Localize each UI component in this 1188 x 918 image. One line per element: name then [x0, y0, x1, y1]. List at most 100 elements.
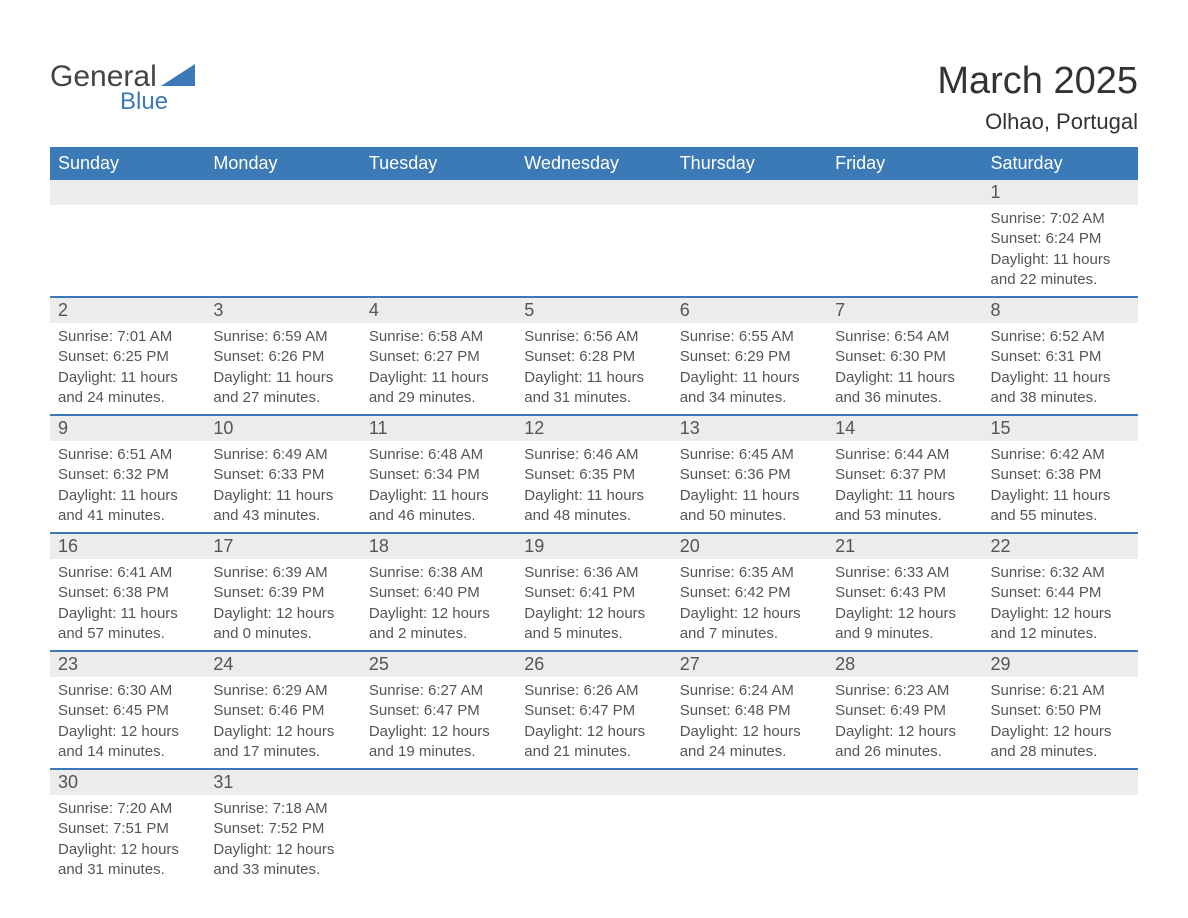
day-detail-cell: Sunrise: 7:01 AMSunset: 6:25 PMDaylight:…: [50, 323, 205, 415]
daylight-text: Daylight: 12 hours and 2 minutes.: [369, 604, 508, 645]
day-number-cell: 9: [50, 415, 205, 441]
sunrise-text: Sunrise: 6:38 AM: [369, 563, 508, 583]
sunrise-text: Sunrise: 6:41 AM: [58, 563, 197, 583]
sunset-text: Sunset: 6:29 PM: [680, 347, 819, 367]
day-number-cell: 13: [672, 415, 827, 441]
day-number-cell: 31: [205, 769, 360, 795]
sunset-text: Sunset: 6:40 PM: [369, 583, 508, 603]
sunrise-text: Sunrise: 6:49 AM: [213, 445, 352, 465]
day-number-cell: 3: [205, 297, 360, 323]
day-number-cell: 27: [672, 651, 827, 677]
sunset-text: Sunset: 6:35 PM: [524, 465, 663, 485]
sunset-text: Sunset: 6:39 PM: [213, 583, 352, 603]
day-detail-cell: Sunrise: 6:27 AMSunset: 6:47 PMDaylight:…: [361, 677, 516, 769]
daylight-text: Daylight: 11 hours and 53 minutes.: [835, 486, 974, 527]
day-number-row: 23242526272829: [50, 651, 1138, 677]
title-block: March 2025 Olhao, Portugal: [937, 60, 1138, 135]
daylight-text: Daylight: 11 hours and 29 minutes.: [369, 368, 508, 409]
day-detail-cell: Sunrise: 6:21 AMSunset: 6:50 PMDaylight:…: [983, 677, 1138, 769]
day-detail-cell: [672, 795, 827, 886]
day-number-cell: 25: [361, 651, 516, 677]
day-detail-cell: [516, 795, 671, 886]
day-number-cell: 12: [516, 415, 671, 441]
daylight-text: Daylight: 12 hours and 26 minutes.: [835, 722, 974, 763]
day-number-cell: 1: [983, 180, 1138, 205]
sunset-text: Sunset: 6:28 PM: [524, 347, 663, 367]
day-number-row: 3031: [50, 769, 1138, 795]
day-number-cell: [516, 180, 671, 205]
day-detail-cell: Sunrise: 6:56 AMSunset: 6:28 PMDaylight:…: [516, 323, 671, 415]
day-number-cell: [205, 180, 360, 205]
sunset-text: Sunset: 6:49 PM: [835, 701, 974, 721]
sunrise-text: Sunrise: 6:27 AM: [369, 681, 508, 701]
sunset-text: Sunset: 6:48 PM: [680, 701, 819, 721]
weekday-header: Friday: [827, 147, 982, 180]
logo-text-blue: Blue: [120, 88, 168, 116]
sunrise-text: Sunrise: 6:58 AM: [369, 327, 508, 347]
day-number-cell: 26: [516, 651, 671, 677]
day-number-cell: [361, 769, 516, 795]
daylight-text: Daylight: 11 hours and 57 minutes.: [58, 604, 197, 645]
day-number-cell: 14: [827, 415, 982, 441]
daylight-text: Daylight: 11 hours and 38 minutes.: [991, 368, 1130, 409]
sunset-text: Sunset: 6:26 PM: [213, 347, 352, 367]
sunrise-text: Sunrise: 6:33 AM: [835, 563, 974, 583]
daylight-text: Daylight: 12 hours and 5 minutes.: [524, 604, 663, 645]
day-number-cell: [827, 180, 982, 205]
daylight-text: Daylight: 11 hours and 34 minutes.: [680, 368, 819, 409]
day-detail-cell: Sunrise: 6:35 AMSunset: 6:42 PMDaylight:…: [672, 559, 827, 651]
day-number-cell: 7: [827, 297, 982, 323]
daylight-text: Daylight: 11 hours and 27 minutes.: [213, 368, 352, 409]
day-number-cell: 2: [50, 297, 205, 323]
day-detail-cell: Sunrise: 6:23 AMSunset: 6:49 PMDaylight:…: [827, 677, 982, 769]
sunset-text: Sunset: 6:45 PM: [58, 701, 197, 721]
day-detail-cell: Sunrise: 6:51 AMSunset: 6:32 PMDaylight:…: [50, 441, 205, 533]
sunset-text: Sunset: 6:42 PM: [680, 583, 819, 603]
day-number-cell: 21: [827, 533, 982, 559]
day-number-cell: 18: [361, 533, 516, 559]
day-detail-cell: Sunrise: 7:18 AMSunset: 7:52 PMDaylight:…: [205, 795, 360, 886]
day-detail-cell: [827, 795, 982, 886]
sunrise-text: Sunrise: 7:20 AM: [58, 799, 197, 819]
daylight-text: Daylight: 12 hours and 24 minutes.: [680, 722, 819, 763]
day-detail-cell: Sunrise: 6:59 AMSunset: 6:26 PMDaylight:…: [205, 323, 360, 415]
day-number-cell: [672, 769, 827, 795]
sunrise-text: Sunrise: 6:59 AM: [213, 327, 352, 347]
weekday-header: Sunday: [50, 147, 205, 180]
day-detail-cell: Sunrise: 6:41 AMSunset: 6:38 PMDaylight:…: [50, 559, 205, 651]
sunrise-text: Sunrise: 6:45 AM: [680, 445, 819, 465]
day-detail-cell: Sunrise: 6:44 AMSunset: 6:37 PMDaylight:…: [827, 441, 982, 533]
sunrise-text: Sunrise: 6:51 AM: [58, 445, 197, 465]
day-detail-row: Sunrise: 7:20 AMSunset: 7:51 PMDaylight:…: [50, 795, 1138, 886]
daylight-text: Daylight: 12 hours and 14 minutes.: [58, 722, 197, 763]
daylight-text: Daylight: 12 hours and 19 minutes.: [369, 722, 508, 763]
day-detail-cell: Sunrise: 6:33 AMSunset: 6:43 PMDaylight:…: [827, 559, 982, 651]
day-detail-cell: Sunrise: 6:45 AMSunset: 6:36 PMDaylight:…: [672, 441, 827, 533]
day-detail-cell: Sunrise: 6:52 AMSunset: 6:31 PMDaylight:…: [983, 323, 1138, 415]
sunrise-text: Sunrise: 6:35 AM: [680, 563, 819, 583]
day-detail-cell: Sunrise: 7:20 AMSunset: 7:51 PMDaylight:…: [50, 795, 205, 886]
day-detail-cell: Sunrise: 6:58 AMSunset: 6:27 PMDaylight:…: [361, 323, 516, 415]
sunset-text: Sunset: 6:38 PM: [991, 465, 1130, 485]
day-number-cell: [361, 180, 516, 205]
weekday-header: Monday: [205, 147, 360, 180]
sunset-text: Sunset: 6:46 PM: [213, 701, 352, 721]
day-number-cell: [827, 769, 982, 795]
sunset-text: Sunset: 6:43 PM: [835, 583, 974, 603]
day-detail-cell: [361, 205, 516, 297]
day-detail-cell: Sunrise: 6:39 AMSunset: 6:39 PMDaylight:…: [205, 559, 360, 651]
sunrise-text: Sunrise: 6:52 AM: [991, 327, 1130, 347]
sunset-text: Sunset: 6:32 PM: [58, 465, 197, 485]
day-detail-row: Sunrise: 6:51 AMSunset: 6:32 PM Daylight:…: [50, 441, 1138, 533]
day-number-cell: 6: [672, 297, 827, 323]
day-detail-cell: [205, 205, 360, 297]
daylight-text: Daylight: 12 hours and 31 minutes.: [58, 840, 197, 881]
day-detail-row: Sunrise: 7:01 AMSunset: 6:25 PMDaylight:…: [50, 323, 1138, 415]
day-number-row: 9101112131415: [50, 415, 1138, 441]
day-number-cell: 11: [361, 415, 516, 441]
sunrise-text: Sunrise: 6:56 AM: [524, 327, 663, 347]
day-detail-cell: Sunrise: 7:02 AMSunset: 6:24 PMDaylight:…: [983, 205, 1138, 297]
day-detail-cell: Sunrise: 6:36 AMSunset: 6:41 PMDaylight:…: [516, 559, 671, 651]
weekday-header: Saturday: [983, 147, 1138, 180]
sunset-text: Sunset: 6:33 PM: [213, 465, 352, 485]
